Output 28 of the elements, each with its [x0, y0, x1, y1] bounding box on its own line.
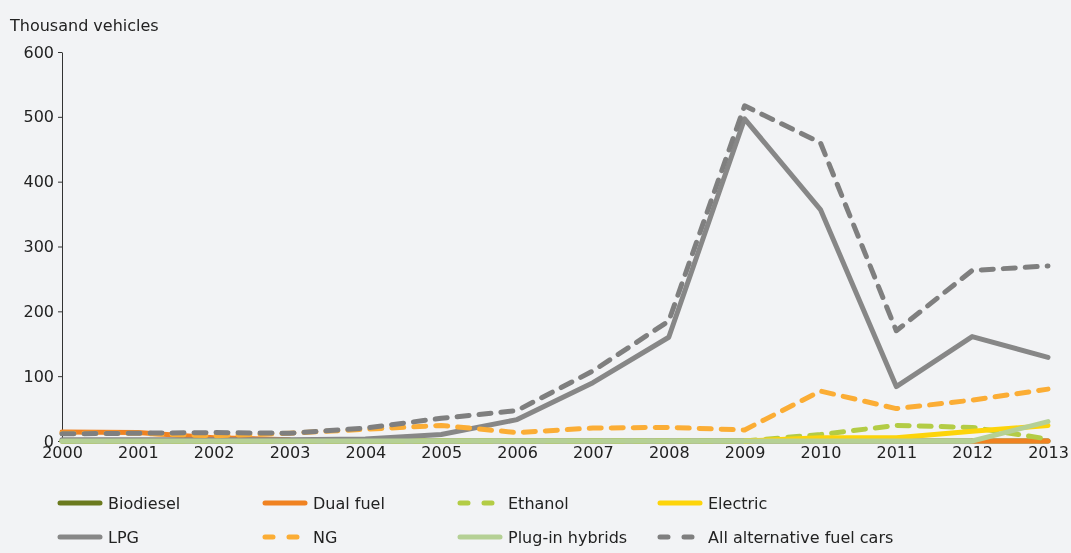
- legend-label: Biodiesel: [108, 494, 181, 513]
- legend-label: Electric: [708, 494, 768, 513]
- x-tick-label: 2001: [117, 443, 159, 463]
- x-tick-label: 2011: [876, 443, 918, 463]
- y-axis-title: Thousand vehicles: [9, 16, 159, 35]
- y-tick-label: 600: [23, 42, 54, 62]
- y-tick-label: 400: [23, 172, 54, 192]
- x-tick-label: 2010: [800, 443, 842, 463]
- legend-label: Dual fuel: [313, 494, 385, 513]
- x-tick-label: 2006: [497, 443, 538, 463]
- x-tick-label: 2009: [724, 443, 766, 463]
- x-tick-label: 2003: [269, 443, 311, 463]
- legend-label: NG: [313, 528, 338, 547]
- x-tick-label: 2004: [345, 443, 387, 463]
- y-tick-label: 200: [23, 301, 54, 321]
- legend-label: All alternative fuel cars: [708, 528, 894, 547]
- y-tick-label: 500: [23, 107, 54, 127]
- legend-label: LPG: [108, 528, 139, 547]
- y-tick-label: 100: [23, 366, 54, 386]
- legend-label: Plug-in hybrids: [508, 528, 628, 547]
- x-tick-label: 2002: [193, 443, 235, 463]
- x-tick-label: 2007: [573, 443, 614, 463]
- legend-label: Ethanol: [508, 494, 569, 513]
- x-tick-label: 2012: [952, 443, 994, 463]
- x-tick-label: 2005: [421, 443, 463, 463]
- x-tick-label: 2008: [648, 443, 690, 463]
- x-tick-label: 2013: [1028, 443, 1069, 463]
- y-tick-label: 300: [23, 237, 54, 257]
